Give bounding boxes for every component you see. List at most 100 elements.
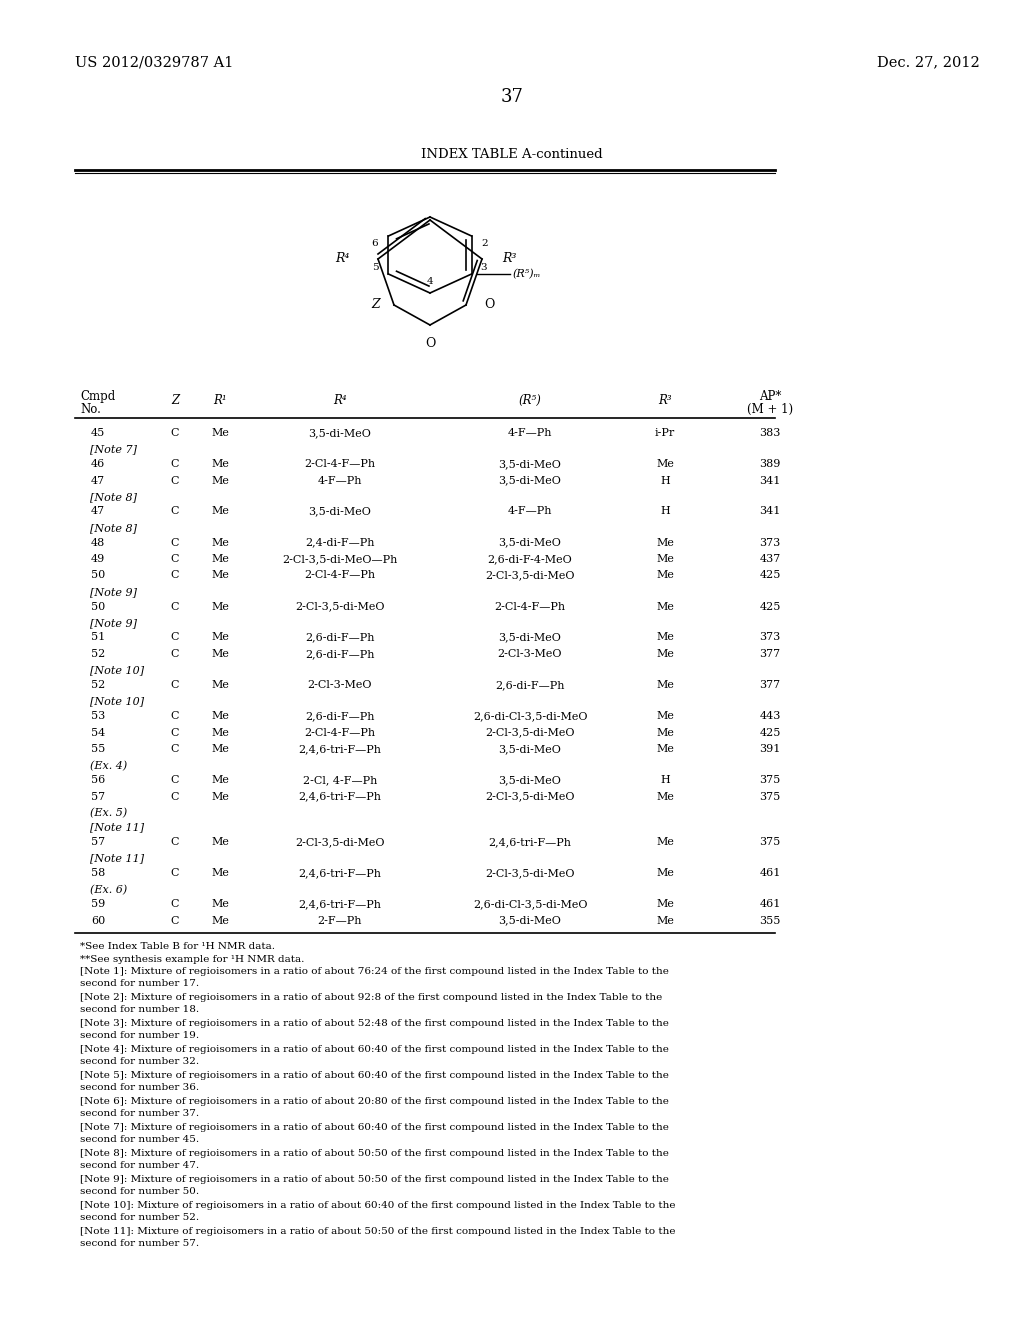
Text: 437: 437 bbox=[760, 554, 780, 564]
Text: Me: Me bbox=[211, 459, 229, 469]
Text: 2,6-di-F—Ph: 2,6-di-F—Ph bbox=[496, 680, 565, 690]
Text: (Ex. 4): (Ex. 4) bbox=[90, 760, 127, 771]
Text: C: C bbox=[171, 792, 179, 801]
Text: 2-Cl-3,5-di-MeO: 2-Cl-3,5-di-MeO bbox=[295, 837, 385, 847]
Text: C: C bbox=[171, 649, 179, 659]
Text: second for number 45.: second for number 45. bbox=[80, 1135, 199, 1144]
Text: 2,4,6-tri-F—Ph: 2,4,6-tri-F—Ph bbox=[488, 837, 571, 847]
Text: Me: Me bbox=[211, 711, 229, 721]
Text: [Note 2]: Mixture of regioisomers in a ratio of about 92:8 of the first compound: [Note 2]: Mixture of regioisomers in a r… bbox=[80, 993, 663, 1002]
Text: Me: Me bbox=[211, 475, 229, 486]
Text: 3,5-di-MeO: 3,5-di-MeO bbox=[499, 475, 561, 486]
Text: 373: 373 bbox=[760, 632, 780, 643]
Text: 4-F—Ph: 4-F—Ph bbox=[508, 507, 552, 516]
Text: Me: Me bbox=[211, 916, 229, 925]
Text: Me: Me bbox=[656, 837, 674, 847]
Text: 3,5-di-MeO: 3,5-di-MeO bbox=[499, 537, 561, 548]
Text: 2-Cl-3,5-di-MeO: 2-Cl-3,5-di-MeO bbox=[295, 602, 385, 611]
Text: No.: No. bbox=[80, 403, 101, 416]
Text: Me: Me bbox=[656, 727, 674, 738]
Text: 45: 45 bbox=[91, 428, 105, 438]
Text: Me: Me bbox=[656, 632, 674, 643]
Text: (Ex. 6): (Ex. 6) bbox=[90, 884, 127, 895]
Text: second for number 37.: second for number 37. bbox=[80, 1110, 199, 1118]
Text: 5: 5 bbox=[372, 264, 379, 272]
Text: Z: Z bbox=[171, 393, 179, 407]
Text: 2,6-di-F—Ph: 2,6-di-F—Ph bbox=[305, 711, 375, 721]
Text: 375: 375 bbox=[760, 837, 780, 847]
Text: Me: Me bbox=[656, 570, 674, 581]
Text: Me: Me bbox=[656, 744, 674, 754]
Text: 48: 48 bbox=[91, 537, 105, 548]
Text: second for number 57.: second for number 57. bbox=[80, 1239, 199, 1249]
Text: 47: 47 bbox=[91, 507, 105, 516]
Text: 2,6-di-Cl-3,5-di-MeO: 2,6-di-Cl-3,5-di-MeO bbox=[473, 899, 587, 909]
Text: 2-Cl-4-F—Ph: 2-Cl-4-F—Ph bbox=[304, 727, 376, 738]
Text: 2-Cl-4-F—Ph: 2-Cl-4-F—Ph bbox=[304, 570, 376, 581]
Text: second for number 36.: second for number 36. bbox=[80, 1084, 199, 1093]
Text: 58: 58 bbox=[91, 869, 105, 878]
Text: R³: R³ bbox=[502, 252, 516, 265]
Text: 391: 391 bbox=[760, 744, 780, 754]
Text: C: C bbox=[171, 570, 179, 581]
Text: 443: 443 bbox=[760, 711, 780, 721]
Text: C: C bbox=[171, 727, 179, 738]
Text: 37: 37 bbox=[501, 88, 523, 106]
Text: second for number 32.: second for number 32. bbox=[80, 1057, 199, 1067]
Text: 377: 377 bbox=[760, 649, 780, 659]
Text: Me: Me bbox=[211, 727, 229, 738]
Text: 2,4,6-tri-F—Ph: 2,4,6-tri-F—Ph bbox=[299, 869, 382, 878]
Text: Me: Me bbox=[211, 554, 229, 564]
Text: 2-Cl-3,5-di-MeO: 2-Cl-3,5-di-MeO bbox=[485, 869, 574, 878]
Text: C: C bbox=[171, 837, 179, 847]
Text: 425: 425 bbox=[760, 602, 780, 611]
Text: i-Pr: i-Pr bbox=[655, 428, 675, 438]
Text: 60: 60 bbox=[91, 916, 105, 925]
Text: 53: 53 bbox=[91, 711, 105, 721]
Text: Me: Me bbox=[656, 899, 674, 909]
Text: 2,6-di-F—Ph: 2,6-di-F—Ph bbox=[305, 649, 375, 659]
Text: [Note 8]: [Note 8] bbox=[90, 492, 137, 502]
Text: C: C bbox=[171, 537, 179, 548]
Text: Me: Me bbox=[211, 428, 229, 438]
Text: 54: 54 bbox=[91, 727, 105, 738]
Text: 389: 389 bbox=[760, 459, 780, 469]
Text: 49: 49 bbox=[91, 554, 105, 564]
Text: 2-Cl-3,5-di-MeO: 2-Cl-3,5-di-MeO bbox=[485, 792, 574, 801]
Text: Z: Z bbox=[372, 298, 380, 312]
Text: O: O bbox=[484, 298, 495, 312]
Text: C: C bbox=[171, 475, 179, 486]
Text: [Note 10]: Mixture of regioisomers in a ratio of about 60:40 of the first compou: [Note 10]: Mixture of regioisomers in a … bbox=[80, 1201, 676, 1210]
Text: 4-F—Ph: 4-F—Ph bbox=[317, 475, 362, 486]
Text: Me: Me bbox=[656, 602, 674, 611]
Text: 2-Cl-3-MeO: 2-Cl-3-MeO bbox=[498, 649, 562, 659]
Text: **See synthesis example for ¹H NMR data.: **See synthesis example for ¹H NMR data. bbox=[80, 954, 304, 964]
Text: [Note 6]: Mixture of regioisomers in a ratio of about 20:80 of the first compoun: [Note 6]: Mixture of regioisomers in a r… bbox=[80, 1097, 669, 1106]
Text: 46: 46 bbox=[91, 459, 105, 469]
Text: 6: 6 bbox=[371, 239, 378, 248]
Text: 2: 2 bbox=[481, 239, 487, 248]
Text: 2,6-di-F-4-MeO: 2,6-di-F-4-MeO bbox=[487, 554, 572, 564]
Text: C: C bbox=[171, 554, 179, 564]
Text: 375: 375 bbox=[760, 775, 780, 785]
Text: 377: 377 bbox=[760, 680, 780, 690]
Text: second for number 47.: second for number 47. bbox=[80, 1162, 199, 1171]
Text: Me: Me bbox=[211, 537, 229, 548]
Text: Me: Me bbox=[211, 570, 229, 581]
Text: 425: 425 bbox=[760, 727, 780, 738]
Text: C: C bbox=[171, 869, 179, 878]
Text: 373: 373 bbox=[760, 537, 780, 548]
Text: 425: 425 bbox=[760, 570, 780, 581]
Text: 3: 3 bbox=[480, 264, 486, 272]
Text: 2,4,6-tri-F—Ph: 2,4,6-tri-F—Ph bbox=[299, 899, 382, 909]
Text: 51: 51 bbox=[91, 632, 105, 643]
Text: Me: Me bbox=[656, 680, 674, 690]
Text: 52: 52 bbox=[91, 649, 105, 659]
Text: 55: 55 bbox=[91, 744, 105, 754]
Text: (Ex. 5): (Ex. 5) bbox=[90, 808, 127, 818]
Text: Me: Me bbox=[211, 507, 229, 516]
Text: [Note 11]: [Note 11] bbox=[90, 854, 144, 863]
Text: 2,6-di-Cl-3,5-di-MeO: 2,6-di-Cl-3,5-di-MeO bbox=[473, 711, 587, 721]
Text: 3,5-di-MeO: 3,5-di-MeO bbox=[499, 775, 561, 785]
Text: 2,4,6-tri-F—Ph: 2,4,6-tri-F—Ph bbox=[299, 744, 382, 754]
